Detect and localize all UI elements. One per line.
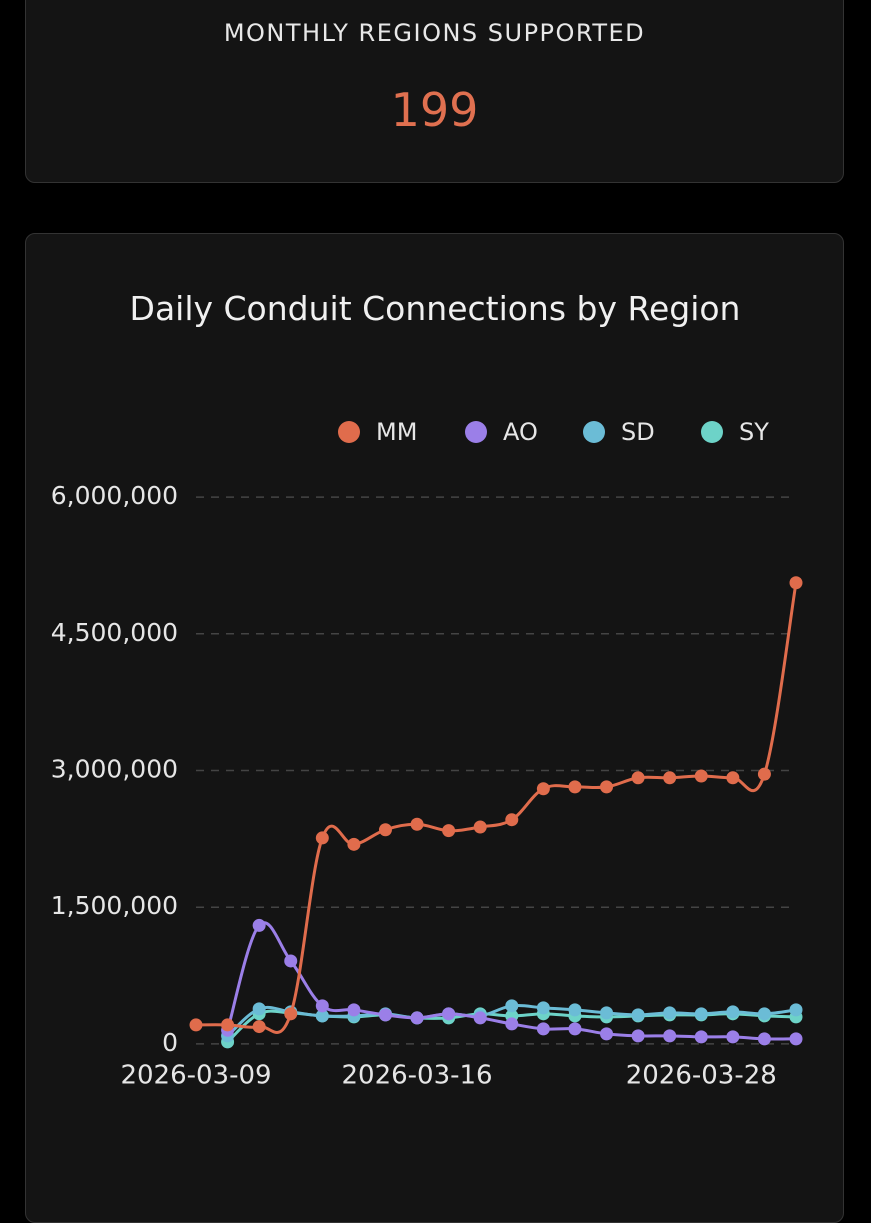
series-line bbox=[195, 582, 798, 1034]
data-point bbox=[473, 1011, 487, 1025]
data-point bbox=[252, 1002, 266, 1016]
data-point bbox=[505, 999, 519, 1013]
data-point bbox=[757, 1007, 771, 1021]
x-tick-label: 2026-03-16 bbox=[341, 1061, 492, 1091]
data-point bbox=[663, 1029, 677, 1043]
legend-label: SY bbox=[739, 418, 769, 446]
y-tick-label: 6,000,000 bbox=[51, 481, 178, 510]
data-point bbox=[726, 1005, 740, 1019]
data-point bbox=[284, 1007, 298, 1021]
y-tick-label: 4,500,000 bbox=[51, 618, 178, 647]
data-point bbox=[378, 823, 392, 837]
data-point bbox=[568, 1003, 582, 1017]
data-point bbox=[473, 820, 487, 834]
data-point bbox=[663, 771, 677, 785]
data-point bbox=[789, 1003, 803, 1017]
data-point bbox=[410, 817, 424, 831]
y-tick-label: 3,000,000 bbox=[51, 755, 178, 784]
data-point bbox=[378, 1008, 392, 1022]
data-point bbox=[789, 1032, 803, 1046]
data-point bbox=[568, 1022, 582, 1036]
data-point bbox=[726, 771, 740, 785]
data-point bbox=[726, 1030, 740, 1044]
data-point bbox=[757, 767, 771, 781]
data-point bbox=[284, 954, 298, 968]
data-point bbox=[789, 576, 803, 590]
legend-marker bbox=[583, 421, 605, 443]
data-point bbox=[189, 1018, 203, 1032]
data-point bbox=[505, 1017, 519, 1031]
data-point bbox=[347, 1003, 361, 1017]
data-point bbox=[600, 1006, 614, 1020]
data-point bbox=[757, 1032, 771, 1046]
chart-card bbox=[25, 233, 844, 1223]
stat-card: MONTHLY REGIONS SUPPORTED 199 bbox=[25, 0, 844, 183]
data-point bbox=[568, 780, 582, 794]
data-point bbox=[694, 769, 708, 783]
data-point bbox=[631, 1029, 645, 1043]
data-point bbox=[315, 831, 329, 845]
data-point bbox=[505, 813, 519, 827]
data-point bbox=[600, 1027, 614, 1041]
data-point bbox=[221, 1018, 235, 1032]
stat-label: MONTHLY REGIONS SUPPORTED bbox=[223, 19, 646, 47]
x-tick-label: 2026-03-28 bbox=[626, 1061, 777, 1091]
legend-marker bbox=[701, 421, 723, 443]
legend-marker bbox=[465, 421, 487, 443]
y-tick-label: 1,500,000 bbox=[51, 891, 178, 920]
data-point bbox=[252, 918, 266, 932]
legend-label: AO bbox=[503, 418, 538, 446]
data-point bbox=[315, 999, 329, 1013]
data-point bbox=[410, 1011, 424, 1025]
data-point bbox=[536, 1001, 550, 1015]
stat-value: 199 bbox=[390, 83, 479, 137]
data-point bbox=[694, 1007, 708, 1021]
x-tick-label: 2026-03-09 bbox=[120, 1061, 271, 1091]
chart-title: Daily Conduit Connections by Region bbox=[129, 289, 741, 328]
legend-marker bbox=[338, 421, 360, 443]
data-point bbox=[442, 824, 456, 838]
data-point bbox=[315, 1009, 329, 1023]
data-point bbox=[442, 1007, 456, 1021]
data-point bbox=[536, 1022, 550, 1036]
data-point bbox=[694, 1030, 708, 1044]
y-tick-label: 0 bbox=[162, 1028, 178, 1057]
data-point bbox=[536, 782, 550, 796]
data-point bbox=[663, 1006, 677, 1020]
data-point bbox=[631, 771, 645, 785]
data-point bbox=[600, 780, 614, 794]
data-point bbox=[347, 837, 361, 851]
legend-label: SD bbox=[621, 418, 655, 446]
data-point bbox=[252, 1020, 266, 1034]
legend-label: MM bbox=[376, 418, 417, 446]
data-point bbox=[631, 1008, 645, 1022]
